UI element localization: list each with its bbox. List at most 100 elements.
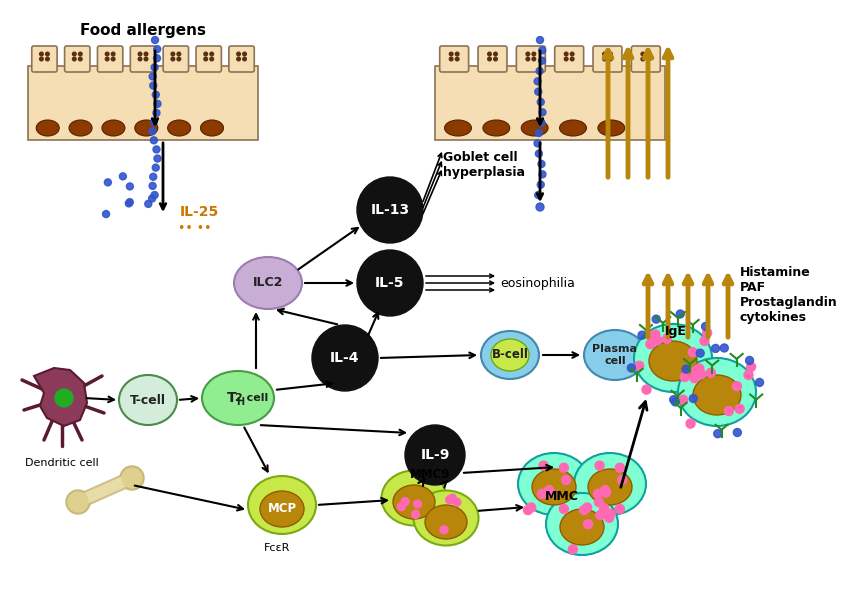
Circle shape <box>642 385 651 394</box>
Circle shape <box>46 57 49 61</box>
Circle shape <box>357 250 423 316</box>
Polygon shape <box>34 368 87 426</box>
Circle shape <box>646 340 654 349</box>
Circle shape <box>55 389 73 407</box>
Circle shape <box>601 486 609 495</box>
Circle shape <box>456 57 459 61</box>
Ellipse shape <box>678 358 756 426</box>
Circle shape <box>711 345 720 352</box>
Circle shape <box>40 57 43 61</box>
Circle shape <box>153 109 160 116</box>
Circle shape <box>735 405 744 413</box>
Circle shape <box>149 182 156 189</box>
Circle shape <box>691 370 700 380</box>
Circle shape <box>696 349 704 357</box>
Text: T: T <box>227 391 237 405</box>
Text: FcεR: FcεR <box>264 543 290 553</box>
Circle shape <box>724 406 734 416</box>
Circle shape <box>139 57 142 61</box>
Circle shape <box>154 100 161 108</box>
Circle shape <box>127 183 133 190</box>
Circle shape <box>534 140 541 147</box>
Circle shape <box>538 119 545 126</box>
FancyBboxPatch shape <box>98 46 122 72</box>
Circle shape <box>559 463 569 472</box>
Circle shape <box>651 330 660 339</box>
Circle shape <box>150 82 156 89</box>
Circle shape <box>537 99 544 106</box>
Circle shape <box>536 203 544 211</box>
Text: MCP: MCP <box>268 503 297 516</box>
Circle shape <box>680 372 689 381</box>
Circle shape <box>570 57 574 61</box>
Circle shape <box>647 52 650 56</box>
Circle shape <box>539 109 546 116</box>
Circle shape <box>537 489 547 498</box>
Ellipse shape <box>521 120 548 136</box>
Circle shape <box>237 57 241 61</box>
Circle shape <box>648 332 656 341</box>
Ellipse shape <box>491 339 529 371</box>
Ellipse shape <box>584 330 646 380</box>
Circle shape <box>686 419 695 428</box>
Circle shape <box>700 336 709 346</box>
Bar <box>435 66 665 140</box>
Ellipse shape <box>393 485 435 519</box>
Text: IL-25: IL-25 <box>180 205 219 219</box>
Circle shape <box>691 366 700 375</box>
Text: Food allergens: Food allergens <box>80 23 206 37</box>
Text: Histamine
PAF
Prostaglandin
cytokines: Histamine PAF Prostaglandin cytokines <box>740 266 838 324</box>
Text: Dendritic cell: Dendritic cell <box>26 458 99 468</box>
Circle shape <box>72 57 76 61</box>
Circle shape <box>593 489 603 498</box>
Circle shape <box>456 52 459 56</box>
Circle shape <box>149 195 156 202</box>
Circle shape <box>564 57 568 61</box>
Circle shape <box>720 344 728 352</box>
Circle shape <box>694 364 704 373</box>
Ellipse shape <box>119 375 177 425</box>
Text: MMC9: MMC9 <box>410 469 450 482</box>
Circle shape <box>453 498 461 506</box>
Circle shape <box>706 368 716 377</box>
Circle shape <box>72 52 76 56</box>
Circle shape <box>580 505 588 514</box>
FancyBboxPatch shape <box>65 46 90 72</box>
Circle shape <box>532 52 536 56</box>
Circle shape <box>582 503 592 512</box>
Circle shape <box>405 425 465 485</box>
Ellipse shape <box>425 505 467 539</box>
Circle shape <box>105 57 109 61</box>
Text: IL-4: IL-4 <box>331 351 360 365</box>
Ellipse shape <box>201 120 224 136</box>
Circle shape <box>744 371 753 380</box>
Circle shape <box>357 177 423 243</box>
Text: 2 cell: 2 cell <box>235 393 269 403</box>
Circle shape <box>609 52 612 56</box>
Text: ILC2: ILC2 <box>252 276 283 289</box>
Ellipse shape <box>598 120 625 136</box>
FancyBboxPatch shape <box>229 46 254 72</box>
Circle shape <box>672 398 679 406</box>
FancyBboxPatch shape <box>478 46 507 72</box>
Ellipse shape <box>559 120 586 136</box>
Circle shape <box>150 173 156 180</box>
Ellipse shape <box>649 341 697 381</box>
Text: eosinophilia: eosinophilia <box>500 276 575 289</box>
Circle shape <box>105 52 109 56</box>
Circle shape <box>570 52 574 56</box>
Circle shape <box>564 52 568 56</box>
Circle shape <box>46 52 49 56</box>
Circle shape <box>78 52 82 56</box>
Circle shape <box>535 191 541 198</box>
Circle shape <box>149 73 156 80</box>
Circle shape <box>697 370 706 379</box>
Circle shape <box>756 378 763 387</box>
Circle shape <box>401 498 409 505</box>
Text: IgE: IgE <box>665 326 687 339</box>
Circle shape <box>734 428 741 437</box>
Circle shape <box>536 150 542 157</box>
Circle shape <box>638 331 646 339</box>
Ellipse shape <box>546 493 618 555</box>
Text: IL-13: IL-13 <box>371 203 410 217</box>
